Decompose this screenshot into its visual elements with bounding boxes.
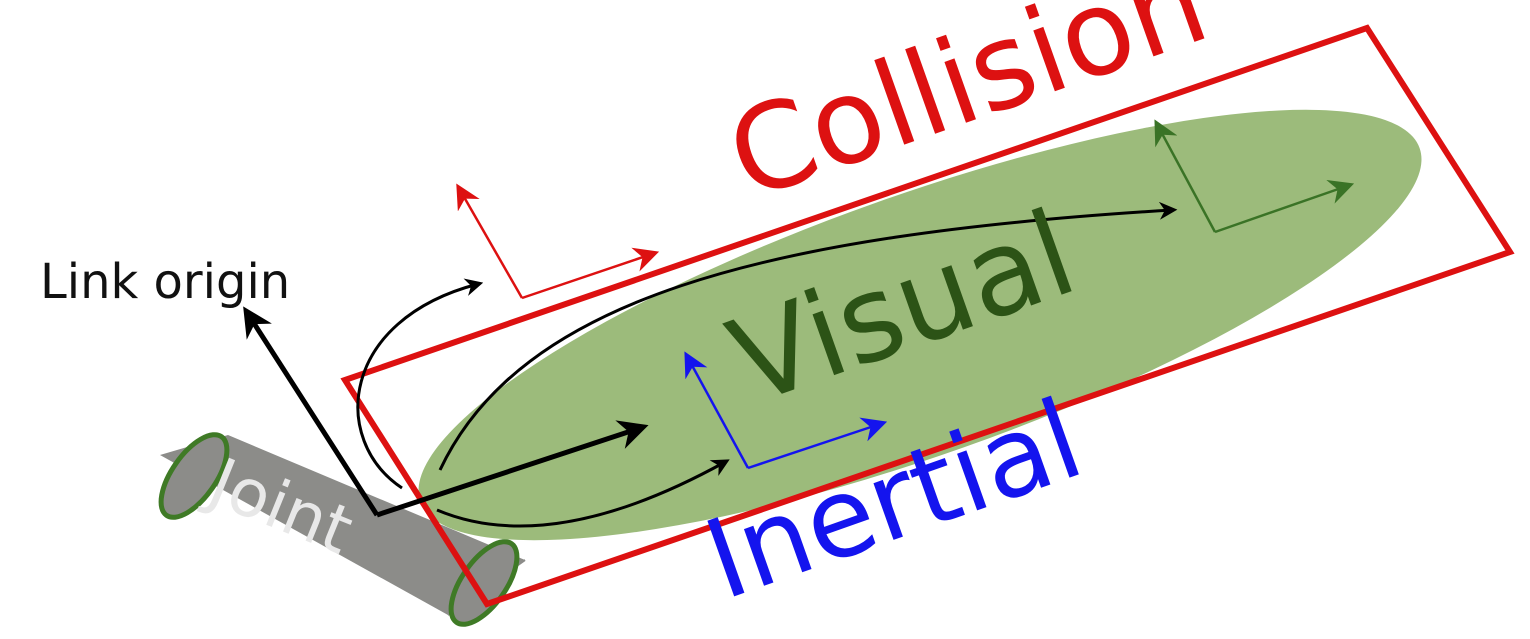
visual-frame-axes [1154, 119, 1355, 234]
link-origin-label: Link origin [40, 254, 290, 310]
collision-offset-arrow [356, 278, 484, 490]
collision-box [340, 24, 1515, 608]
visual-offset-arrow [438, 201, 1178, 471]
collision-frame-axes [456, 183, 660, 300]
link-origin-axes [243, 306, 649, 518]
origin-offset-arrows [356, 201, 1178, 528]
inertial-offset-arrow [436, 459, 730, 528]
inertial-frame-axes [684, 351, 888, 470]
